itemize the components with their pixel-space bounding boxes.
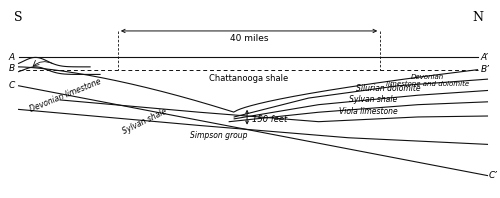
Text: A: A bbox=[8, 53, 14, 62]
Text: Chattanooga shale: Chattanooga shale bbox=[210, 74, 288, 83]
Text: S: S bbox=[14, 11, 23, 24]
Text: B’: B’ bbox=[480, 65, 490, 74]
Text: 150 feet: 150 feet bbox=[252, 115, 288, 124]
Text: N: N bbox=[472, 11, 483, 24]
Text: Devonian limestone: Devonian limestone bbox=[28, 77, 102, 114]
Text: Viola limestone: Viola limestone bbox=[339, 107, 398, 116]
Text: 40 miles: 40 miles bbox=[230, 34, 268, 43]
Text: A’: A’ bbox=[480, 53, 488, 62]
Text: Sylvan shale: Sylvan shale bbox=[349, 95, 398, 105]
Text: C: C bbox=[8, 81, 14, 90]
Text: B: B bbox=[8, 64, 14, 73]
Text: Silurian dolomite: Silurian dolomite bbox=[356, 84, 420, 93]
Text: C’: C’ bbox=[488, 171, 498, 180]
Text: Simpson group: Simpson group bbox=[190, 131, 248, 140]
Text: Sylvan shale: Sylvan shale bbox=[121, 107, 168, 136]
Text: Devonian
limestone and dolomite: Devonian limestone and dolomite bbox=[386, 74, 469, 88]
